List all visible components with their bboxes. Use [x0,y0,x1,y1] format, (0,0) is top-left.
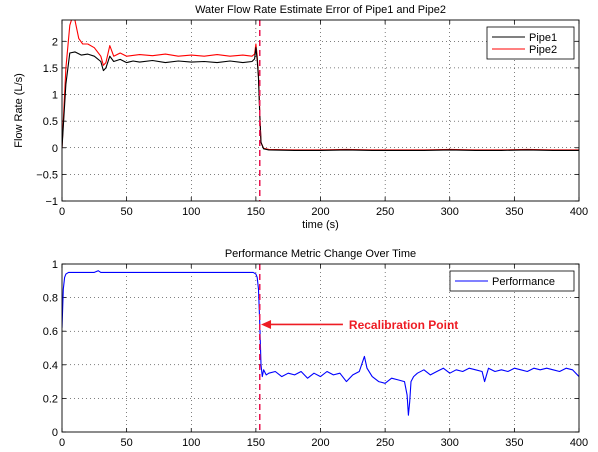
series-group [62,270,579,416]
legend-box [486,26,575,60]
x-tick-label: 350 [505,437,523,449]
x-tick-label: 350 [505,206,523,218]
x-axis-label: time (s) [302,219,339,231]
series-line-pipe1 [62,47,579,151]
x-tick-label: 200 [311,206,329,218]
y-tick-label: −0.5 [36,169,58,181]
y-tick-label: 0 [52,143,58,155]
legend-box [449,270,575,292]
axes-frame [61,263,580,433]
legend-label-pipe1: Pipe1 [529,32,557,44]
flow-rate-chart: 0 50 100 150 200 250 300 350 400 −1 −0.5 0 0.5 1 1.5 2 W… [13,4,588,231]
x-tick-label: 100 [182,437,200,449]
axes-frame [61,19,580,202]
x-tick-label: 300 [441,206,459,218]
y-tick-label: −1 [45,196,58,208]
series-group [62,20,579,151]
annotation-label: Recalibration Point [349,318,458,332]
chart-title: Water Flow Rate Estimate Error of Pipe1 … [195,4,446,16]
x-tick-label: 250 [376,437,394,449]
y-tick-label: 1.5 [43,63,58,75]
legend-label-pipe2: Pipe2 [529,44,557,56]
y-tick-label: 0.6 [43,326,58,338]
x-tick-label: 400 [570,437,588,449]
series-line-performance [62,270,579,416]
x-tick-label: 150 [247,437,265,449]
x-tick-label: 0 [59,206,65,218]
x-tick-label: 100 [182,206,200,218]
performance-chart: 0 50 100 150 200 250 300 350 400 0 0.2 0.4 0.6 0.8 1 Pe… [43,248,588,449]
x-tick-label: 50 [121,437,133,449]
y-tick-label: 2 [52,36,58,48]
x-tick-label: 400 [570,206,588,218]
x-tick-label: 50 [121,206,133,218]
y-axis-label: Flow Rate (L/s) [13,73,25,148]
x-tick-label: 200 [311,437,329,449]
y-tick-label: 0.8 [43,293,58,305]
y-tick-label: 0 [52,427,58,439]
y-tick-label: 0.4 [43,360,58,372]
legend: Performance [449,270,575,292]
y-tick-label: 0.5 [43,116,58,128]
x-tick-label: 150 [247,206,265,218]
x-tick-label: 250 [376,206,394,218]
x-tick-label: 0 [59,437,65,449]
legend-label-performance: Performance [492,276,555,288]
x-tick-label: 300 [441,437,459,449]
y-tick-label: 0.2 [43,393,58,405]
y-tick-label: 1 [52,90,58,102]
y-tick-label: 1 [52,259,58,271]
chart-title: Performance Metric Change Over Time [225,248,416,260]
annotation-arrowhead [261,319,272,329]
